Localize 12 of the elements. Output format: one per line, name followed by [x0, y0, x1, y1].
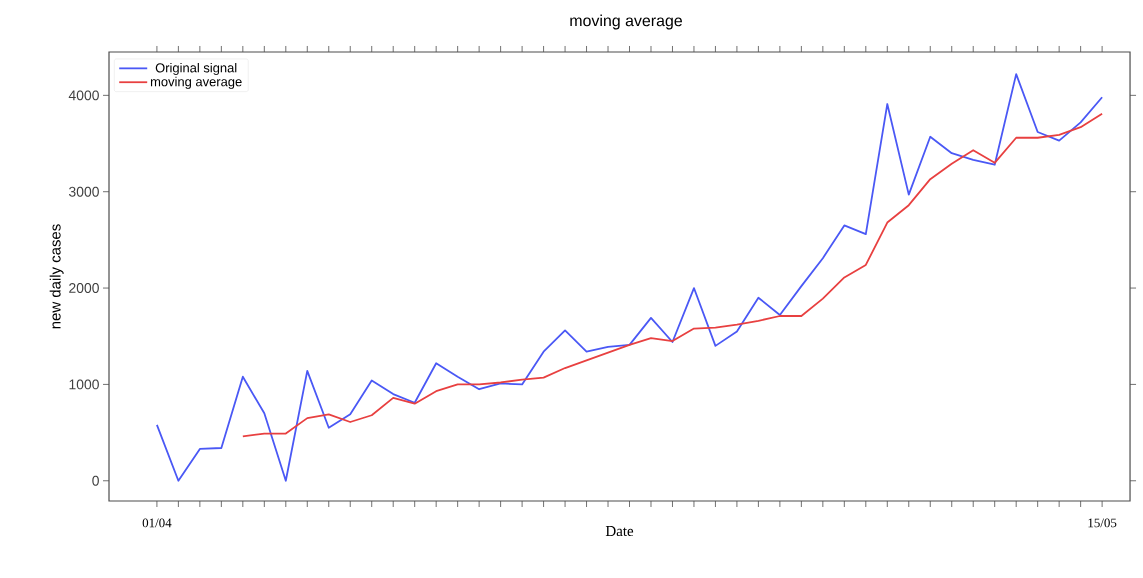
- legend-label: Original signal: [155, 62, 237, 75]
- y-tick-label: 4000: [68, 90, 99, 101]
- x-axis-title: Date: [605, 526, 634, 537]
- chart-title: moving average: [570, 14, 682, 30]
- x-tick-label: 01/04: [142, 518, 172, 528]
- y-tick-label: 2000: [69, 283, 99, 293]
- y-tick-label: 0: [92, 475, 99, 486]
- y-axis-title: new daily cases: [49, 224, 64, 329]
- y-tick-label: 3000: [68, 186, 99, 197]
- legend-label: moving average: [150, 76, 242, 89]
- x-tick-label: 15/05: [1088, 518, 1117, 528]
- y-tick-label: 1000: [69, 379, 99, 390]
